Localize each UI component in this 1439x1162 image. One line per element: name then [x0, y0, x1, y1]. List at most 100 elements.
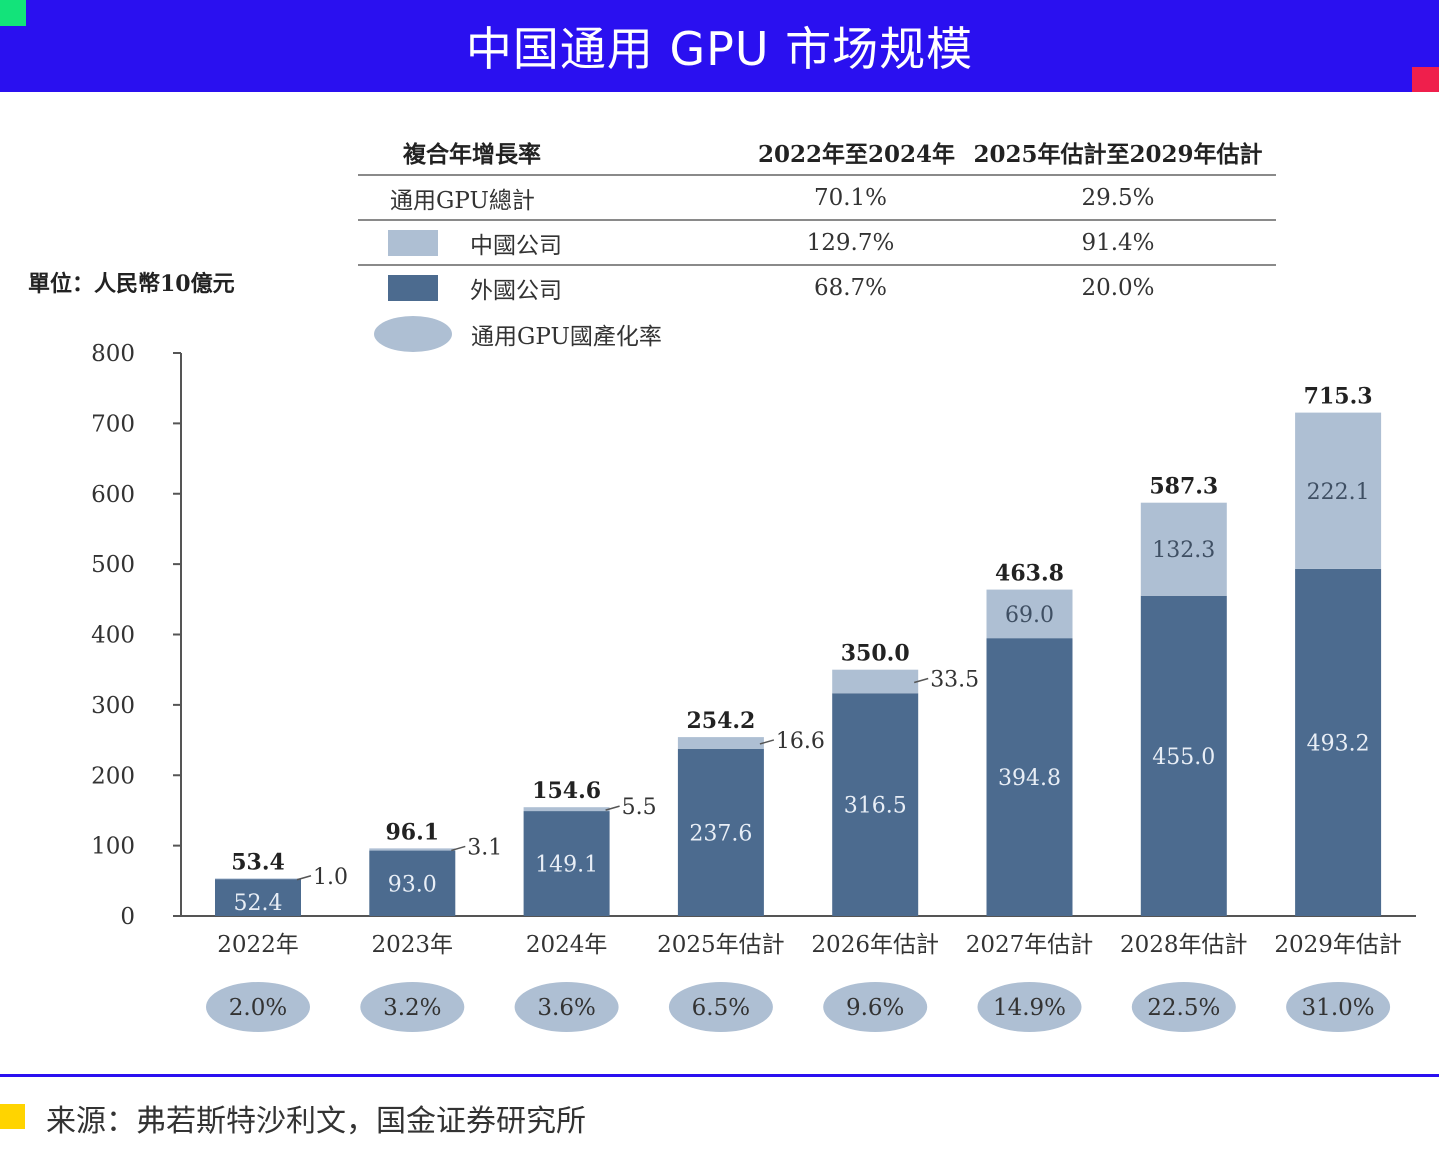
legend-swatch-china — [388, 229, 438, 256]
x-category-label: 2025年估計 — [657, 932, 785, 958]
cagr-table: 複合年增長率 2022年至2024年 2025年估計至2029年估計 通用GPU… — [358, 130, 1276, 309]
bar-label-china: 1.0 — [313, 865, 348, 890]
footer-divider — [0, 1074, 1439, 1077]
corner-accent-green — [0, 0, 26, 26]
x-category-label: 2026年估計 — [811, 932, 939, 958]
localization-rate-label: 3.6% — [537, 995, 595, 1021]
bar-label-foreign: 149.1 — [535, 853, 598, 878]
y-tick-label: 600 — [91, 482, 135, 508]
cagr-row-value-1: 70.1% — [813, 184, 888, 211]
bar-foreign — [677, 748, 764, 916]
localization-rate-label: 14.9% — [993, 995, 1066, 1021]
bar-label-foreign: 237.6 — [689, 821, 752, 846]
bar-label-china: 16.6 — [776, 729, 825, 754]
bar-total-label: 587.3 — [1149, 474, 1218, 500]
cagr-row-value-2: 91.4% — [1081, 229, 1155, 256]
cagr-table-header: 複合年增長率 2022年至2024年 2025年估計至2029年估計 — [358, 130, 1276, 176]
cagr-header-col2: 2025年估計至2029年估計 — [973, 141, 1263, 168]
cagr-row-value-2: 29.5% — [1081, 184, 1155, 211]
bar-label-foreign: 52.4 — [234, 891, 283, 916]
bar-foreign — [215, 879, 301, 916]
y-tick-label: 500 — [91, 552, 135, 578]
x-category-label: 2029年估計 — [1274, 932, 1402, 958]
bar-label-china: 222.1 — [1307, 480, 1370, 505]
x-category-label: 2024年 — [526, 932, 608, 958]
x-category-label: 2028年估計 — [1120, 932, 1248, 958]
cagr-header-label: 複合年增長率 — [403, 141, 541, 168]
bar-total-label: 715.3 — [1304, 384, 1373, 410]
bar-label-leader — [759, 739, 775, 745]
localization-rate-ellipse — [360, 982, 465, 1032]
y-tick-label: 700 — [91, 411, 135, 437]
bar-total-label: 154.6 — [532, 778, 601, 804]
bar-label-china: 3.1 — [467, 835, 502, 860]
bar-china — [986, 589, 1073, 639]
bar-label-foreign: 93.0 — [388, 872, 437, 897]
legend-ellipse-swatch — [374, 316, 452, 352]
localization-rate-label: 6.5% — [692, 995, 750, 1021]
localization-rate-ellipse — [977, 982, 1082, 1032]
cagr-row-china: 中國公司 129.7% 91.4% — [358, 221, 1276, 266]
y-tick-label: 100 — [91, 834, 135, 860]
localization-rate-ellipse — [823, 982, 928, 1032]
bar-label-china: 132.3 — [1152, 538, 1215, 563]
bar-china — [1140, 502, 1227, 596]
cagr-row-value-1: 129.7% — [806, 229, 895, 256]
bar-total-label: 53.4 — [231, 849, 285, 875]
cagr-row-label: 外國公司 — [470, 277, 562, 304]
y-tick-label: 200 — [91, 763, 135, 789]
bar-label-leader — [451, 845, 466, 852]
bar-foreign — [369, 850, 456, 916]
bar-label-china: 69.0 — [1005, 603, 1054, 628]
cagr-row-value-2: 20.0% — [1081, 274, 1155, 301]
bar-label-leader — [605, 805, 620, 811]
bar-label-china: 5.5 — [622, 795, 657, 820]
localization-rate-label: 31.0% — [1302, 995, 1375, 1021]
bar-total-label: 350.0 — [841, 641, 910, 667]
legend-swatch-foreign — [388, 274, 438, 301]
localization-rate-ellipse — [206, 982, 310, 1032]
bar-label-foreign: 455.0 — [1152, 745, 1215, 770]
localization-rate-label: 22.5% — [1147, 995, 1220, 1021]
legend-localization-rate: 通用GPU國產化率 — [374, 313, 874, 353]
x-category-label: 2022年 — [217, 932, 299, 958]
bar-foreign — [832, 693, 919, 916]
bar-china — [832, 669, 919, 694]
legend-ellipse-label: 通用GPU國產化率 — [471, 324, 662, 350]
source-note: 来源：弗若斯特沙利文，国金证券研究所 — [46, 1104, 586, 1139]
bar-china — [215, 878, 301, 880]
corner-accent-red — [1412, 67, 1439, 92]
bar-label-foreign: 316.5 — [844, 794, 907, 819]
cagr-row-label: 通用GPU總計 — [390, 187, 535, 214]
bar-china — [523, 807, 610, 812]
y-tick-label: 400 — [91, 623, 135, 649]
localization-rate-ellipse — [1286, 982, 1391, 1032]
x-category-label: 2027年估計 — [966, 932, 1094, 958]
cagr-header-col1: 2022年至2024年 — [758, 141, 956, 168]
bar-total-label: 254.2 — [686, 708, 755, 734]
y-tick-label: 0 — [120, 904, 135, 930]
source-marker — [0, 1104, 25, 1129]
bar-label-china: 33.5 — [930, 667, 979, 692]
localization-rate-label: 3.2% — [383, 995, 441, 1021]
cagr-row-total: 通用GPU總計 70.1% 29.5% — [358, 176, 1276, 221]
y-tick-label: 300 — [91, 693, 135, 719]
bar-label-leader — [296, 875, 312, 881]
bar-china — [1295, 412, 1382, 569]
bar-foreign — [1295, 568, 1382, 916]
localization-rate-ellipse — [1131, 982, 1236, 1032]
stacked-bar-chart: 0 100 200 300 400 500 600 700 800 52.4 1.0 53.4 2022… — [91, 341, 1416, 1032]
x-category-label: 2023年 — [372, 932, 454, 958]
bar-label-foreign: 493.2 — [1307, 731, 1370, 756]
bar-foreign — [523, 811, 610, 916]
cagr-row-label: 中國公司 — [470, 232, 562, 259]
bar-china — [369, 848, 456, 851]
bar-foreign — [986, 638, 1073, 916]
bar-label-foreign: 394.8 — [998, 766, 1061, 791]
unit-label: 單位：人民幣10億元 — [28, 271, 235, 297]
localization-rate-label: 2.0% — [229, 995, 287, 1021]
cagr-row-foreign: 外國公司 68.7% 20.0% — [358, 266, 1276, 309]
bar-foreign — [1140, 595, 1227, 916]
bar-label-leader — [913, 677, 929, 684]
localization-rate-ellipse — [514, 982, 619, 1032]
